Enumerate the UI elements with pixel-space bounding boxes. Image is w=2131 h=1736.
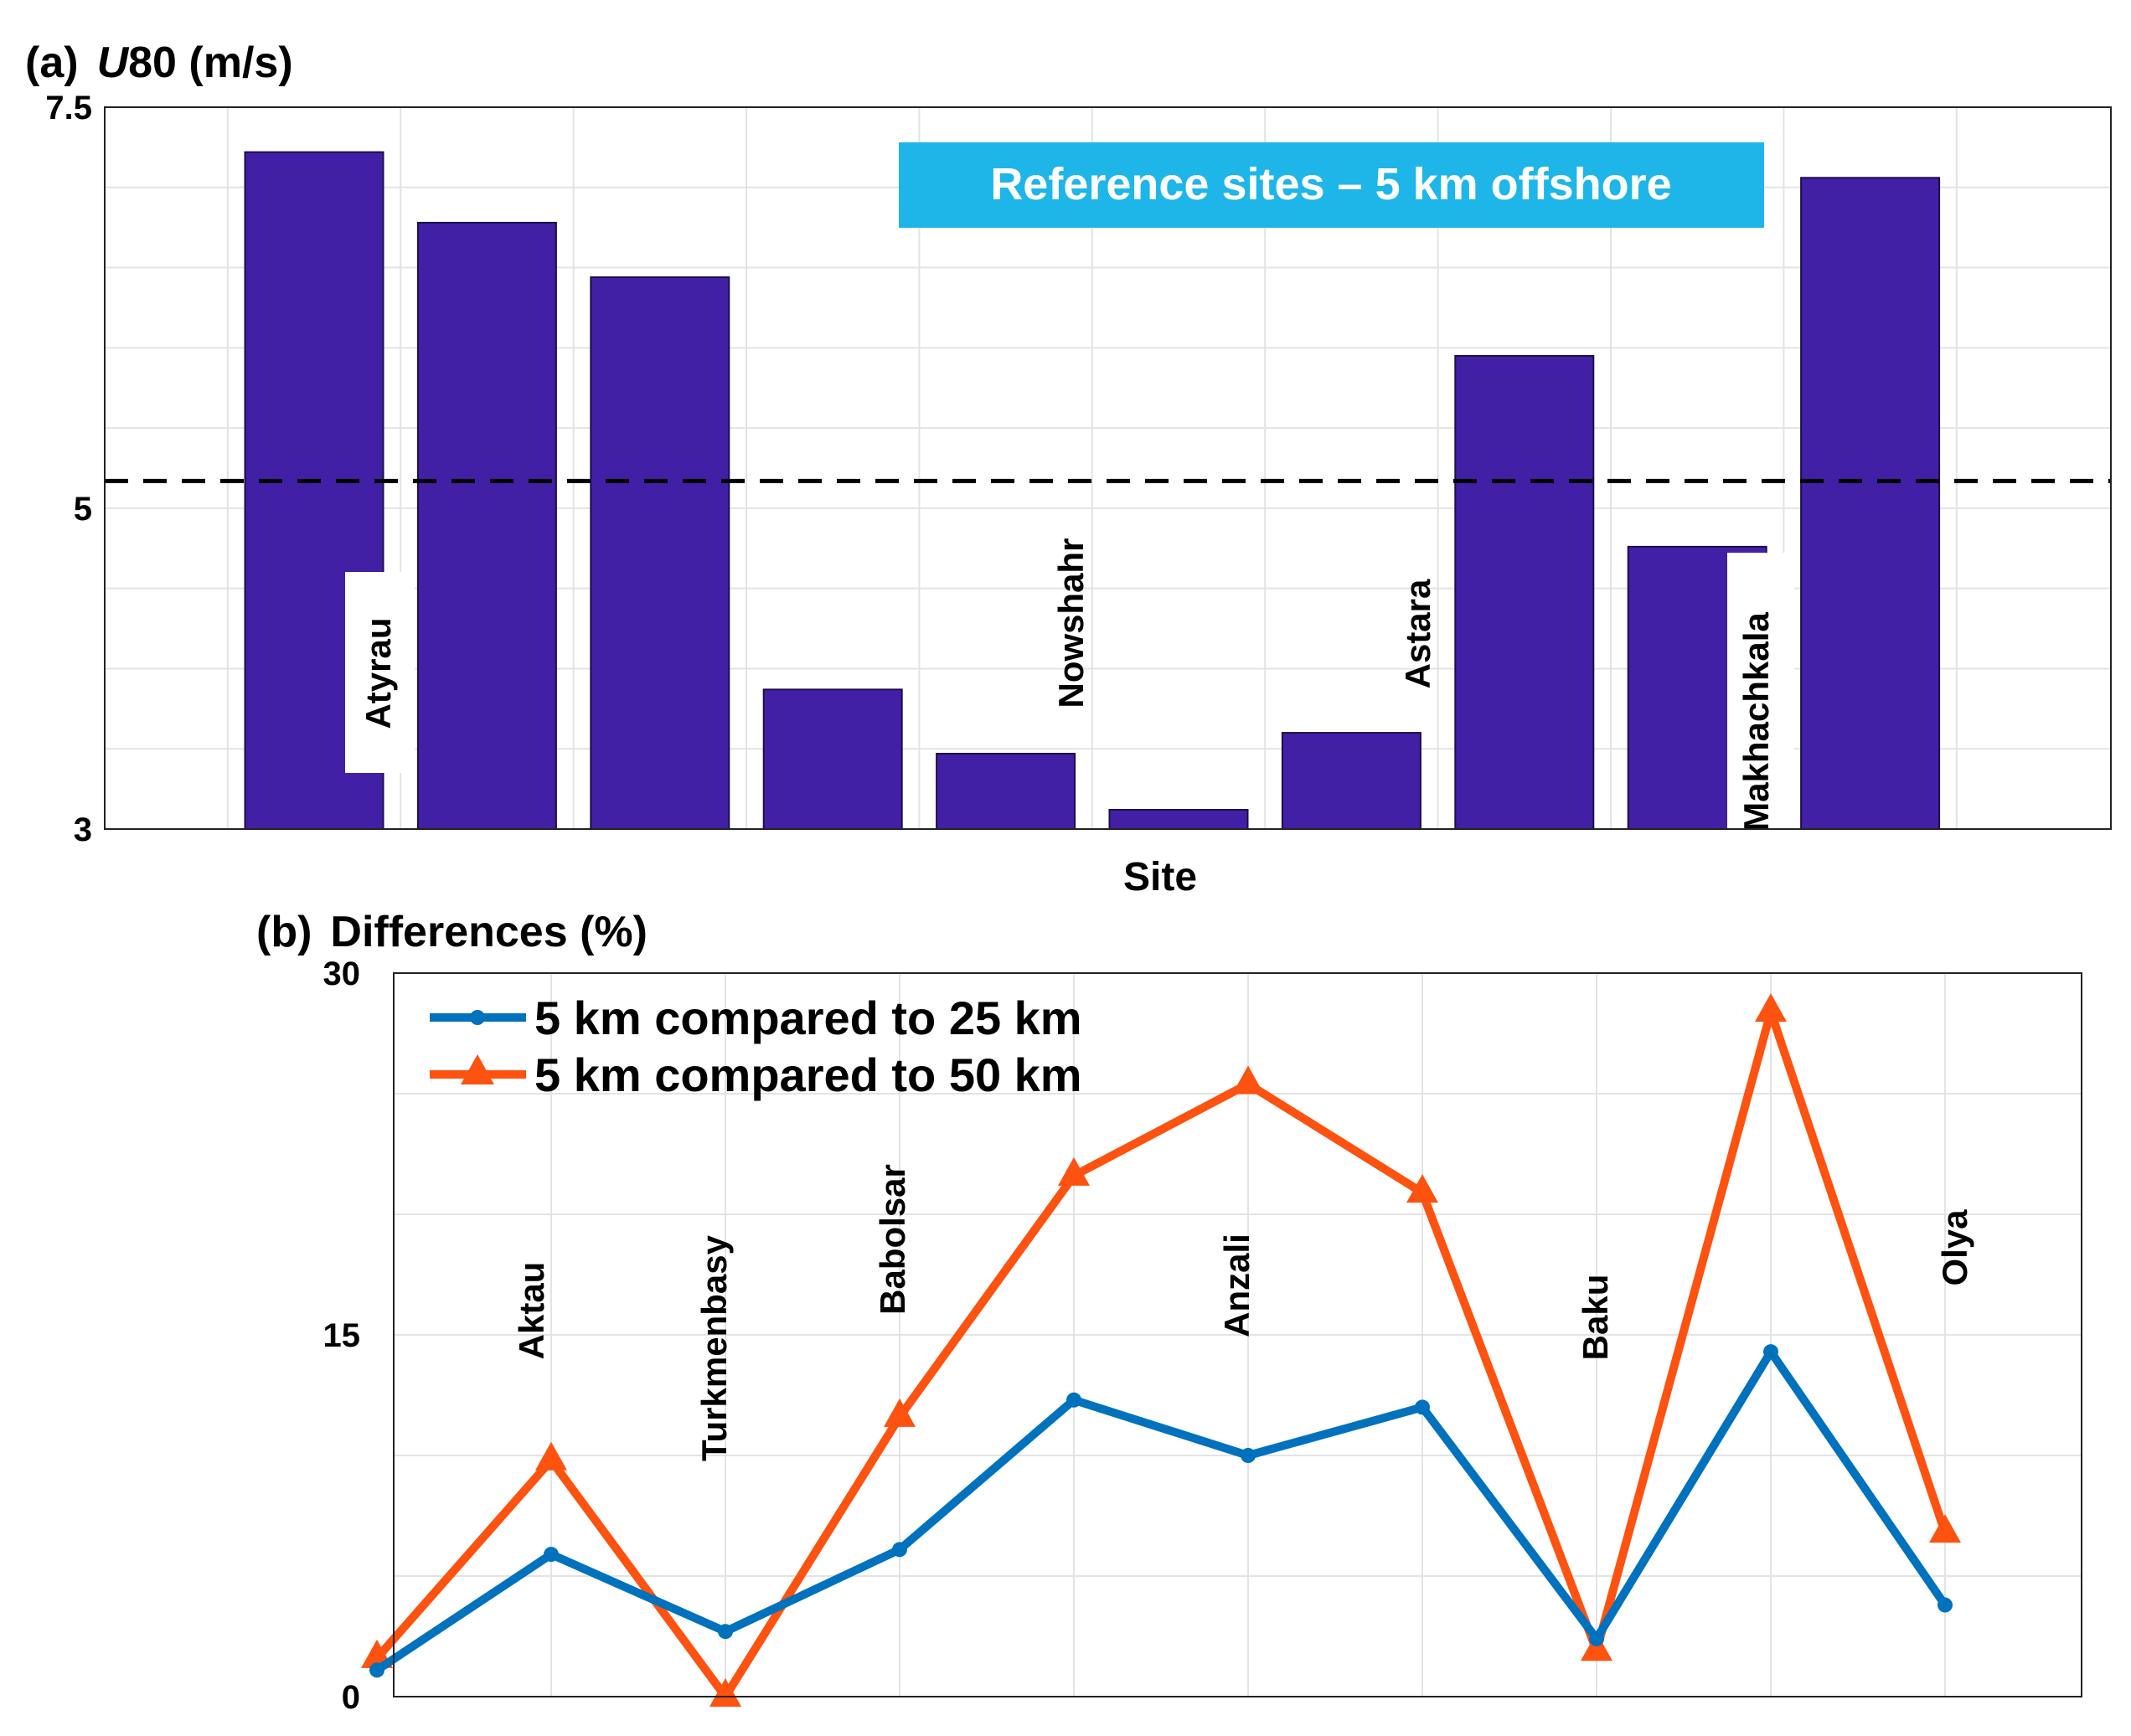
panel-a-site-labels: Atyrau Nowshahr Astara Makhachkala	[345, 538, 1794, 837]
point-25km-aktau	[544, 1547, 559, 1563]
panel-b-y-tick: 30	[323, 956, 361, 992]
point-25km-babolsar	[892, 1542, 907, 1558]
panel-a-bars	[244, 151, 1941, 831]
site-label-bg	[345, 572, 415, 773]
site-label-nowshahr: Nowshahr	[1051, 538, 1091, 708]
bar-aktau	[416, 221, 557, 831]
annotation-text: Reference sites – 5 km offshore	[990, 159, 1671, 209]
point-25km-olya	[1938, 1597, 1953, 1613]
panel-b-series	[361, 993, 1961, 1707]
panel-a-y-tick: 3	[74, 811, 92, 848]
point-25km-astara	[1415, 1399, 1430, 1415]
site-label-babolsar: Babolsar	[873, 1164, 912, 1315]
panel-a-title: (a) U80 (m/s)	[25, 39, 293, 87]
site-label-turkmenbasy: Turkmenbasy	[694, 1234, 734, 1461]
point-50km-aktau	[535, 1441, 567, 1471]
site-label-astara: Astara	[1398, 579, 1437, 688]
panel-a-y-tick: 7.5	[45, 90, 92, 126]
bar-anzali	[1108, 809, 1249, 830]
point-25km-turkmenbasy	[718, 1624, 733, 1640]
bar-olya	[1800, 177, 1941, 831]
point-25km-atyrau	[369, 1662, 384, 1678]
point-50km-nowshahr	[1058, 1156, 1090, 1186]
panel-b-y-ticks: 0 15 30	[323, 956, 361, 1716]
bar-baku	[1454, 354, 1595, 830]
bar-astara	[1281, 732, 1422, 830]
legend-marker-circle	[470, 1010, 485, 1025]
legend-label-25km: 5 km compared to 25 km	[534, 992, 1082, 1044]
panel-b-title: (b) Differences (%)	[256, 908, 648, 956]
point-50km-makhachkala	[1755, 993, 1787, 1023]
site-label-atyrau: Atyrau	[359, 617, 398, 729]
series-line-25km	[374, 1347, 1949, 1674]
point-50km-turkmenbasy	[709, 1678, 741, 1707]
panel-b-y-tick: 0	[342, 1679, 360, 1716]
legend-label-50km: 5 km compared to 50 km	[534, 1048, 1082, 1101]
site-label-makhachkala: Makhachkala	[1736, 612, 1776, 832]
panel-a-y-tick: 5	[74, 491, 92, 528]
panel-a-frame	[104, 106, 2112, 830]
site-label-olya: Olya	[1935, 1209, 1974, 1286]
site-label-bg	[1727, 553, 1794, 837]
bar-nowshahr	[936, 752, 1076, 830]
point-25km-baku	[1589, 1630, 1604, 1646]
series-line-50km	[374, 1007, 1949, 1701]
panel-a-y-ticks: 357.5	[45, 90, 92, 848]
point-50km-astara	[1406, 1174, 1438, 1203]
bar-turkmenbasy	[590, 276, 730, 830]
site-label-aktau: Aktau	[512, 1262, 551, 1360]
legend: 5 km compared to 25 km 5 km compared to …	[430, 992, 1082, 1101]
legend-marker-triangle	[461, 1054, 494, 1084]
point-25km-nowshahr	[1066, 1392, 1081, 1408]
panel-b-line-chart: (b) Differences (%) 0 15 30 Aktau Turkmenbas…	[256, 908, 2082, 1716]
site-label-anzali: Anzali	[1217, 1234, 1256, 1337]
point-50km-anzali	[1232, 1065, 1264, 1095]
panel-b-y-tick: 15	[323, 1317, 361, 1354]
point-50km-babolsar	[884, 1398, 916, 1427]
point-25km-anzali	[1241, 1448, 1256, 1463]
panel-a-bar-chart: (a) U80 (m/s) Reference sites – 5 km offs…	[25, 39, 2112, 899]
annotation-box	[899, 142, 1764, 228]
site-label-baku: Baku	[1576, 1275, 1615, 1361]
point-50km-olya	[1929, 1514, 1961, 1543]
point-25km-makhachkala	[1763, 1344, 1778, 1360]
panel-b-frame	[393, 972, 2082, 1697]
x-axis-label: Site	[1123, 855, 1197, 899]
panel-b-site-labels: Aktau Turkmenbasy Babolsar Anzali Baku Olya	[512, 1164, 1974, 1461]
point-50km-baku	[1581, 1632, 1612, 1661]
bar-babolsar	[762, 688, 903, 831]
